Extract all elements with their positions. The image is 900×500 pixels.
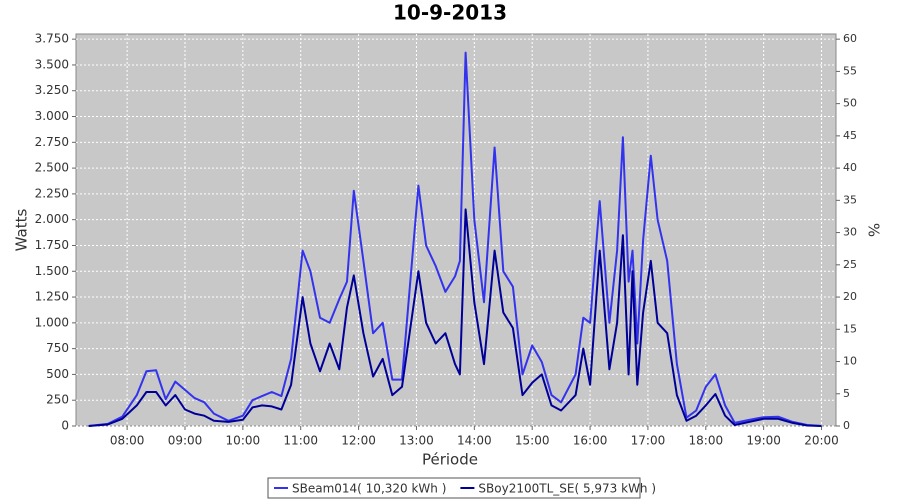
y2-tick-label: 30 [843,226,857,239]
y-axis-title: Watts [13,209,31,252]
y2-tick-label: 0 [843,419,850,432]
x-tick-label: 17:00 [631,434,666,448]
x-tick-label: 14:00 [457,434,492,448]
x-tick-label: 12:00 [341,434,376,448]
x-tick-label: 08:00 [110,434,145,448]
x-tick-label: 20:00 [804,434,839,448]
y-tick-label: 3.750 [35,32,69,46]
y-tick-label: 750 [46,341,69,355]
y-tick-label: 2.500 [35,161,69,175]
y-tick-label: 500 [46,367,69,381]
y-tick-label: 3.000 [35,109,69,123]
y-tick-label: 3.500 [35,57,69,71]
legend-label: SBeam014( 10,320 kWh ) [292,482,446,496]
y2-tick-label: 35 [843,193,857,206]
y2-tick-label: 15 [843,322,857,335]
y-tick-label: 3.250 [35,83,69,97]
x-tick-label: 19:00 [746,434,781,448]
x-tick-label: 10:00 [226,434,261,448]
y2-tick-label: 50 [843,97,857,110]
y2-tick-label: 10 [843,355,857,368]
y-tick-label: 1.250 [35,290,69,304]
y-tick-label: 2.750 [35,135,69,149]
x-tick-label: 09:00 [168,434,203,448]
y2-tick-label: 5 [843,387,850,400]
y-tick-label: 1.000 [35,315,69,329]
y-tick-label: 1.750 [35,238,69,252]
y-tick-label: 1.500 [35,264,69,278]
y-tick-label: 2.000 [35,212,69,226]
y2-axis-title: % [865,223,883,237]
y2-tick-label: 40 [843,161,857,174]
y-tick-label: 0 [61,419,69,433]
legend-label: SBoy2100TL_SE( 5,973 kWh ) [478,482,656,496]
y-tick-label: 2.250 [35,186,69,200]
x-tick-label: 11:00 [283,434,318,448]
chart-title: 10-9-2013 [393,1,507,25]
y2-tick-label: 45 [843,129,857,142]
plot-area [75,33,837,427]
y-tick-label: 250 [46,393,69,407]
series-line [88,208,822,427]
y2-tick-label: 25 [843,258,857,271]
x-tick-label: 15:00 [515,434,550,448]
series-line [88,51,822,427]
y2-tick-label: 55 [843,64,857,77]
x-tick-label: 13:00 [399,434,434,448]
x-tick-label: 18:00 [689,434,724,448]
x-axis-title: Période [422,451,478,469]
x-tick-label: 16:00 [573,434,608,448]
y2-tick-label: 20 [843,290,857,303]
legend [267,477,641,499]
y2-tick-label: 60 [843,32,857,45]
